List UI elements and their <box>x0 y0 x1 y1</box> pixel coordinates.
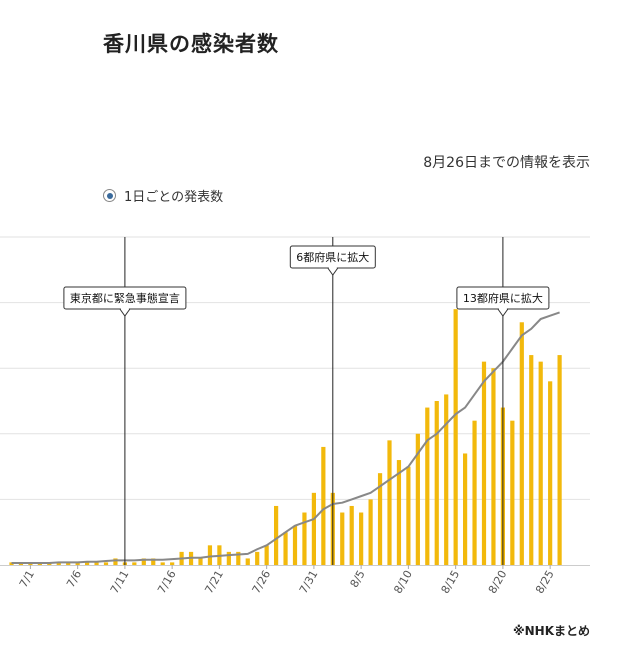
tick-label-6: 7/31 <box>297 568 321 596</box>
event-label-pointer <box>496 308 509 317</box>
tick-label-11: 8/25 <box>533 568 557 596</box>
tick-label-10: 8/20 <box>486 568 510 596</box>
bar-day-7 <box>75 562 80 565</box>
event-label: 6都府県に拡大 <box>296 250 369 264</box>
bar-day-16 <box>160 562 165 565</box>
daily-cases-bars <box>9 309 562 565</box>
bar-day-40 <box>387 440 392 565</box>
seven-day-average-line <box>11 311 560 565</box>
event-label-pointer <box>326 267 339 276</box>
bar-day-25 <box>245 558 250 565</box>
bar-day-10 <box>103 562 109 565</box>
bar-day-53 <box>510 420 515 565</box>
event-label-pointer <box>118 308 131 317</box>
radio-selected-dot <box>106 192 113 199</box>
event-label: 東京都に緊急事態宣言 <box>70 291 180 305</box>
bar-day-21 <box>207 545 213 565</box>
bar-day-42 <box>406 466 411 565</box>
bar-day-11 <box>113 558 118 565</box>
bar-day-36 <box>349 505 354 565</box>
page-title: 香川県の感染者数 <box>103 32 279 56</box>
bar-day-50 <box>481 361 487 565</box>
bar-day-31 <box>302 512 307 565</box>
bar-day-38 <box>368 499 373 565</box>
tick-label-4: 7/21 <box>202 568 226 596</box>
event-label: 13都府県に拡大 <box>463 291 543 305</box>
radio-button[interactable] <box>103 189 116 202</box>
bar-day-41 <box>396 460 402 565</box>
bar-day-35 <box>340 512 345 565</box>
bar-day-43 <box>415 433 420 565</box>
bar-day-37 <box>359 512 364 565</box>
source-note: ※NHKまとめ <box>512 624 590 638</box>
tick-label-3: 7/16 <box>155 568 179 596</box>
bar-day-48 <box>463 453 468 565</box>
daily-count-radio[interactable]: 1日ごとの発表数 <box>103 186 223 205</box>
tick-label-0: 7/1 <box>17 568 37 590</box>
x-axis-ticks: 7/1 7/6 7/11 7/16 7/21 7/26 7/31 8/5 8/10 8/15 8/2… <box>17 565 557 596</box>
bar-day-27 <box>264 545 269 565</box>
bar-day-33 <box>321 446 326 565</box>
bar-day-15 <box>151 558 156 565</box>
bar-day-45 <box>434 401 439 565</box>
event-marker-0: 東京都に緊急事態宣言 <box>63 237 187 565</box>
bar-day-29 <box>283 532 288 565</box>
tick-label-2: 7/11 <box>108 568 132 596</box>
bar-day-32 <box>311 492 316 565</box>
bar-day-56 <box>538 361 543 565</box>
bar-day-39 <box>377 473 383 565</box>
tick-label-8: 8/10 <box>391 568 415 596</box>
bar-day-44 <box>425 407 430 565</box>
bar-day-23 <box>226 551 231 565</box>
bar-day-9 <box>94 562 99 565</box>
bar-day-13 <box>132 562 137 565</box>
average-line <box>11 311 560 565</box>
tick-label-1: 7/6 <box>64 568 84 590</box>
bar-day-54 <box>519 322 524 565</box>
event-marker-2: 13都府県に拡大 <box>456 237 550 565</box>
bar-day-57 <box>548 381 553 565</box>
data-date-note: 8月26日までの情報を表示 <box>423 155 590 171</box>
radio-label: 1日ごとの発表数 <box>124 190 224 205</box>
tick-label-9: 8/15 <box>439 568 463 596</box>
bar-day-55 <box>529 355 534 565</box>
event-marker-1: 6都府県に拡大 <box>289 237 376 565</box>
bar-day-14 <box>141 558 146 565</box>
bar-day-8 <box>85 562 90 565</box>
bar-day-5 <box>56 562 61 565</box>
bar-day-46 <box>444 394 449 565</box>
bar-day-26 <box>255 551 260 565</box>
tick-label-5: 7/26 <box>250 568 274 596</box>
bar-day-20 <box>198 558 203 565</box>
bar-day-58 <box>557 355 562 565</box>
bar-day-49 <box>472 420 477 565</box>
bar-day-17 <box>170 562 175 565</box>
bar-day-6 <box>66 562 71 565</box>
bar-day-24 <box>236 551 241 565</box>
bar-day-47 <box>453 309 458 565</box>
bar-day-30 <box>292 525 298 565</box>
bar-day-51 <box>491 368 496 565</box>
bar-day-28 <box>274 505 279 565</box>
event-markers: 東京都に緊急事態宣言 6都府県に拡大 13都府県に拡大 <box>63 237 550 565</box>
tick-label-7: 8/5 <box>348 568 368 590</box>
